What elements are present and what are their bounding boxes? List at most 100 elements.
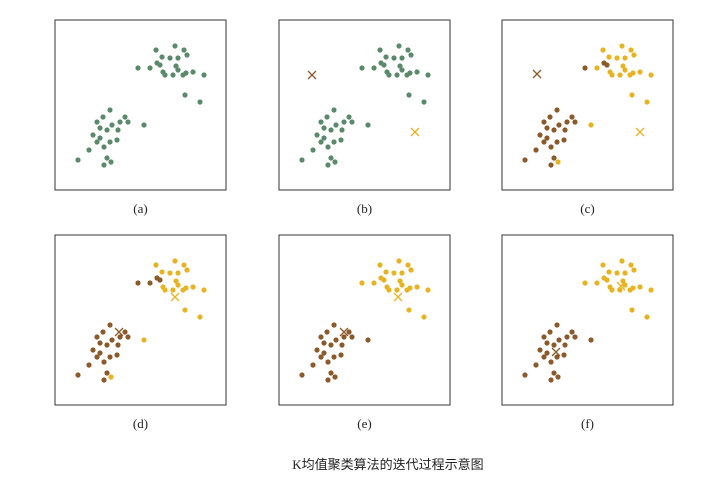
point <box>175 282 181 288</box>
point <box>339 342 345 348</box>
point <box>604 277 610 283</box>
point <box>197 314 203 320</box>
point <box>619 258 625 264</box>
point <box>339 127 345 133</box>
point <box>153 47 159 53</box>
point <box>86 147 92 153</box>
point <box>544 340 550 346</box>
point <box>648 287 654 293</box>
point <box>147 280 153 286</box>
point <box>405 47 411 53</box>
point <box>407 285 413 291</box>
panel-frame <box>278 234 451 406</box>
centroid <box>114 327 124 337</box>
point <box>184 267 190 273</box>
point <box>173 63 179 69</box>
point <box>644 99 650 105</box>
point <box>628 47 634 53</box>
point <box>328 342 334 348</box>
point <box>299 372 305 378</box>
point <box>183 285 189 291</box>
point <box>94 139 100 145</box>
point <box>90 347 96 353</box>
point <box>147 65 153 71</box>
point <box>396 258 402 264</box>
point <box>318 354 324 360</box>
point <box>167 270 173 276</box>
panel-frame <box>501 19 674 191</box>
point <box>101 359 107 365</box>
point <box>107 322 113 328</box>
point <box>399 55 405 61</box>
point <box>117 334 123 340</box>
point <box>548 359 554 365</box>
point <box>554 322 560 328</box>
point <box>377 47 383 53</box>
point <box>324 114 330 120</box>
point <box>425 287 431 293</box>
point <box>314 132 320 138</box>
panel-label: (e) <box>357 416 371 431</box>
point <box>108 159 114 165</box>
point <box>629 307 635 313</box>
point <box>125 334 131 340</box>
point <box>201 72 207 78</box>
point <box>162 72 168 78</box>
point <box>548 144 554 150</box>
point <box>173 278 179 284</box>
point <box>541 354 547 360</box>
point <box>108 374 114 380</box>
point <box>182 307 188 313</box>
point <box>533 362 539 368</box>
point <box>101 377 107 383</box>
point <box>555 374 561 380</box>
point <box>172 258 178 264</box>
point <box>346 329 352 335</box>
point <box>182 92 188 98</box>
point <box>396 43 402 49</box>
point <box>637 284 643 290</box>
point <box>97 340 103 346</box>
point <box>310 147 316 153</box>
point <box>349 119 355 125</box>
point <box>86 362 92 368</box>
centroid <box>307 70 317 80</box>
point <box>407 70 413 76</box>
centroid <box>551 347 561 357</box>
point <box>551 127 557 133</box>
point <box>630 70 636 76</box>
point <box>522 157 528 163</box>
point <box>97 350 103 356</box>
point <box>122 114 128 120</box>
point <box>328 127 334 133</box>
point <box>341 119 347 125</box>
point <box>141 337 147 343</box>
point <box>100 114 106 120</box>
point <box>648 72 654 78</box>
point <box>594 65 600 71</box>
point <box>381 277 387 283</box>
point <box>101 162 107 168</box>
centroid <box>532 69 542 79</box>
point <box>338 137 344 143</box>
point <box>399 270 405 276</box>
point <box>332 374 338 380</box>
point <box>190 284 196 290</box>
point <box>318 139 324 145</box>
point <box>544 135 550 141</box>
point <box>135 65 141 71</box>
panel-frame <box>278 19 451 191</box>
point <box>637 69 643 75</box>
point <box>175 67 181 73</box>
point <box>321 135 327 141</box>
point <box>325 162 331 168</box>
point <box>159 269 165 275</box>
point <box>569 114 575 120</box>
point <box>167 55 173 61</box>
point <box>554 354 560 360</box>
point <box>629 92 635 98</box>
point <box>609 72 615 78</box>
point <box>333 337 339 343</box>
